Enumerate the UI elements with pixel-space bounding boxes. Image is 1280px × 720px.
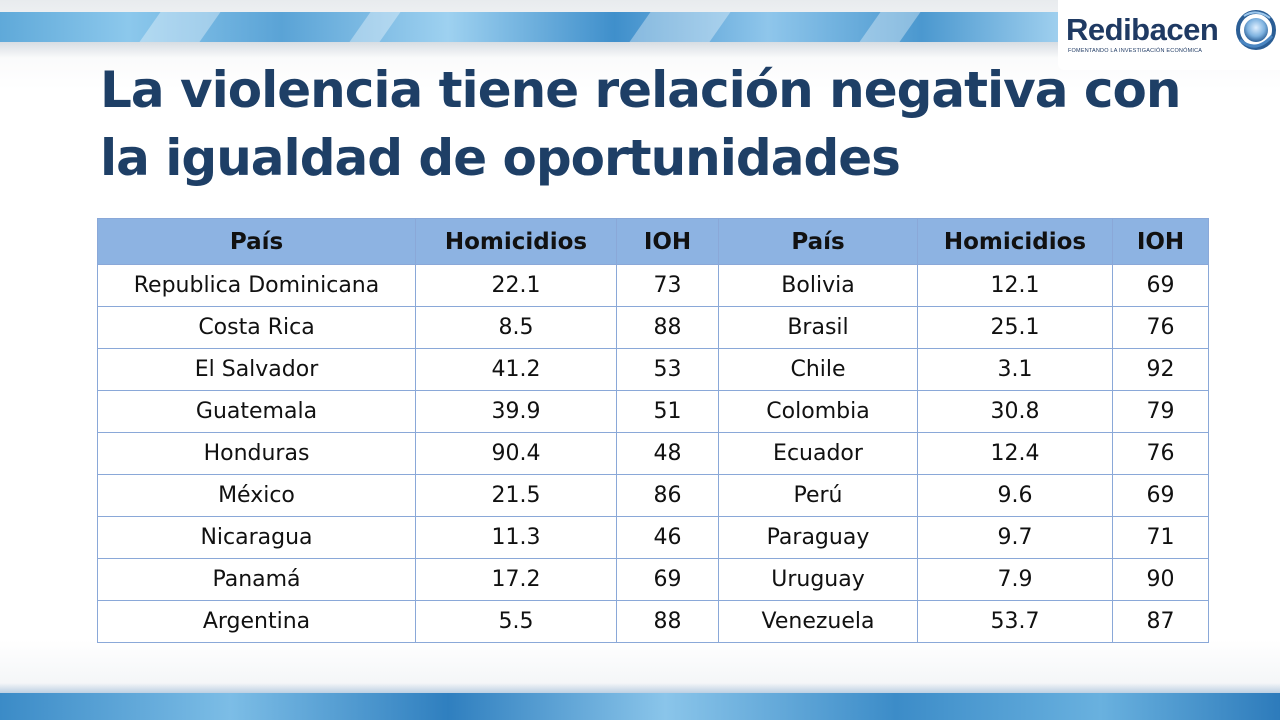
table-cell: Guatemala (97, 390, 416, 433)
table-cell: 48 (616, 432, 719, 475)
table-cell: 73 (616, 264, 719, 307)
table-cell: Perú (718, 474, 918, 517)
table-cell: Nicaragua (97, 516, 416, 559)
table-cell: Bolivia (718, 264, 918, 307)
table-cell: 5.5 (415, 600, 617, 643)
table-cell: México (97, 474, 416, 517)
table-cell: Honduras (97, 432, 416, 475)
table-row: Costa Rica 8.5 88 Brasil 25.1 76 (97, 306, 1209, 349)
header-homicidios-2: Homicidios (917, 218, 1113, 265)
table-cell: 69 (1112, 474, 1209, 517)
bottom-decorative-band (0, 683, 1280, 720)
table-cell: Panamá (97, 558, 416, 601)
table-row: Republica Dominicana 22.1 73 Bolivia 12.… (97, 264, 1209, 307)
table-cell: El Salvador (97, 348, 416, 391)
title-line-1: La violencia tiene relación negativa con (100, 61, 1182, 119)
table-header-row: País Homicidios IOH País Homicidios IOH (97, 218, 1209, 265)
table-row: México 21.5 86 Perú 9.6 69 (97, 474, 1209, 517)
table-cell: 76 (1112, 432, 1209, 475)
redibacen-logo: Redibacen FOMENTANDO LA INVESTIGACIÓN EC… (1058, 0, 1280, 70)
homicides-ioh-table: País Homicidios IOH País Homicidios IOH … (97, 218, 1209, 643)
table-cell: 88 (616, 600, 719, 643)
table-cell: 69 (616, 558, 719, 601)
table-cell: 53 (616, 348, 719, 391)
table-cell: 30.8 (917, 390, 1113, 433)
table-cell: 90 (1112, 558, 1209, 601)
table-cell: 92 (1112, 348, 1209, 391)
table-cell: Costa Rica (97, 306, 416, 349)
header-ioh-2: IOH (1112, 218, 1209, 265)
table-cell: 86 (616, 474, 719, 517)
table-cell: 11.3 (415, 516, 617, 559)
table-cell: 90.4 (415, 432, 617, 475)
table-cell: 88 (616, 306, 719, 349)
table-cell: Uruguay (718, 558, 918, 601)
header-pais-1: País (97, 218, 416, 265)
table-row: Honduras 90.4 48 Ecuador 12.4 76 (97, 432, 1209, 475)
table-cell: 46 (616, 516, 719, 559)
logo-wordmark: Redibacen (1066, 12, 1219, 47)
table-cell: 8.5 (415, 306, 617, 349)
table-cell: Venezuela (718, 600, 918, 643)
logo-tagline: FOMENTANDO LA INVESTIGACIÓN ECONÓMICA (1068, 48, 1203, 54)
table-row: Guatemala 39.9 51 Colombia 30.8 79 (97, 390, 1209, 433)
table-cell: 7.9 (917, 558, 1113, 601)
table-cell: 25.1 (917, 306, 1113, 349)
table-cell: 51 (616, 390, 719, 433)
table-cell: Brasil (718, 306, 918, 349)
slide-title: La violencia tiene relación negativa con… (100, 56, 1182, 192)
table-cell: 69 (1112, 264, 1209, 307)
table-cell: 22.1 (415, 264, 617, 307)
table-cell: 87 (1112, 600, 1209, 643)
logo-swirl-icon (1236, 10, 1276, 50)
table-cell: 17.2 (415, 558, 617, 601)
table-cell: 71 (1112, 516, 1209, 559)
table-cell: 12.4 (917, 432, 1113, 475)
band-shadow (0, 42, 1280, 58)
table-cell: 3.1 (917, 348, 1113, 391)
table-cell: Colombia (718, 390, 918, 433)
table-cell: 39.9 (415, 390, 617, 433)
table-row: Argentina 5.5 88 Venezuela 53.7 87 (97, 600, 1209, 643)
table-row: Panamá 17.2 69 Uruguay 7.9 90 (97, 558, 1209, 601)
table-cell: Ecuador (718, 432, 918, 475)
table-cell: 79 (1112, 390, 1209, 433)
table-cell: Paraguay (718, 516, 918, 559)
title-line-2: la igualdad de oportunidades (100, 129, 901, 187)
table-cell: Chile (718, 348, 918, 391)
table-cell: 9.7 (917, 516, 1113, 559)
table-cell: 9.6 (917, 474, 1113, 517)
table-cell: 53.7 (917, 600, 1113, 643)
header-pais-2: País (718, 218, 918, 265)
header-homicidios-1: Homicidios (415, 218, 617, 265)
table-cell: 12.1 (917, 264, 1113, 307)
table-body: Republica Dominicana 22.1 73 Bolivia 12.… (97, 264, 1209, 643)
table-row: Nicaragua 11.3 46 Paraguay 9.7 71 (97, 516, 1209, 559)
table-cell: Republica Dominicana (97, 264, 416, 307)
header-ioh-1: IOH (616, 218, 719, 265)
table-cell: Argentina (97, 600, 416, 643)
table-cell: 41.2 (415, 348, 617, 391)
table-cell: 76 (1112, 306, 1209, 349)
table-cell: 21.5 (415, 474, 617, 517)
table-row: El Salvador 41.2 53 Chile 3.1 92 (97, 348, 1209, 391)
